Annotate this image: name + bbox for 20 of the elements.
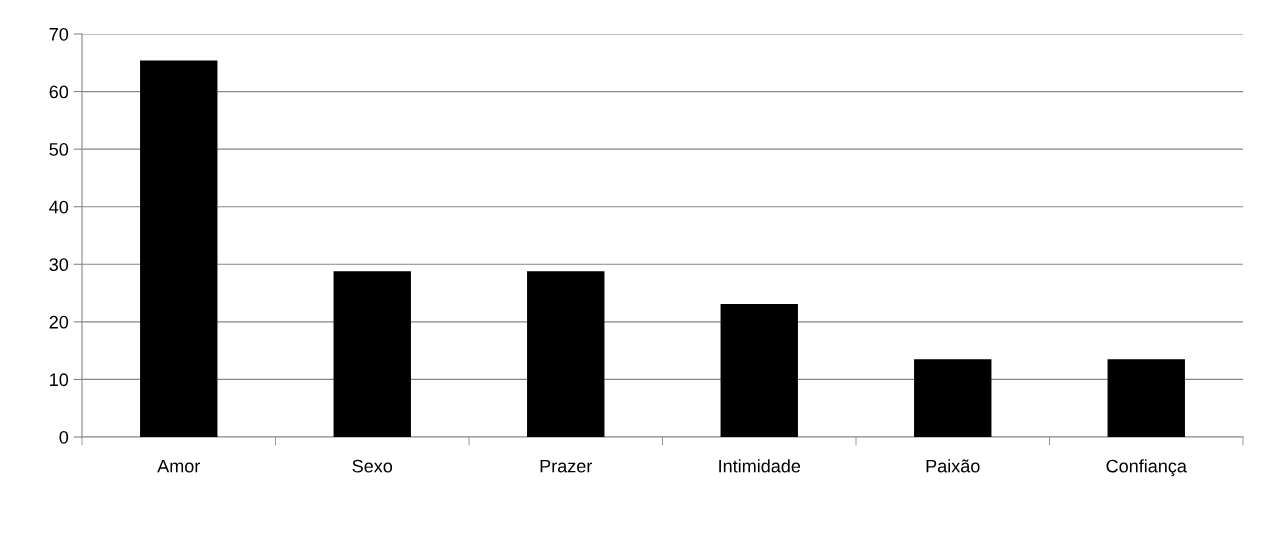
y-tick-label: 10	[50, 373, 69, 387]
x-tick-label: Sexo	[352, 459, 393, 473]
y-tick-label: 0	[59, 430, 69, 444]
bar	[333, 271, 411, 437]
x-tick-label: Paixão	[926, 459, 980, 473]
bar	[140, 60, 218, 437]
x-tick-label: Confiança	[1106, 459, 1187, 477]
y-tick-label: 60	[49, 85, 69, 99]
y-tick-label: 30	[49, 258, 69, 272]
bar	[720, 304, 798, 437]
x-tick-label: Amor	[157, 459, 201, 473]
y-tick-label: 20	[49, 315, 69, 329]
y-tick-label: 50	[49, 143, 69, 156]
x-tick-label: Prazer	[540, 459, 593, 473]
bar	[527, 271, 605, 437]
y-tick-label: 40	[49, 200, 69, 214]
bar	[1107, 359, 1185, 437]
bar	[914, 359, 992, 437]
y-tick-label: 70	[49, 27, 69, 41]
x-tick-label: Intimidade	[719, 459, 801, 473]
